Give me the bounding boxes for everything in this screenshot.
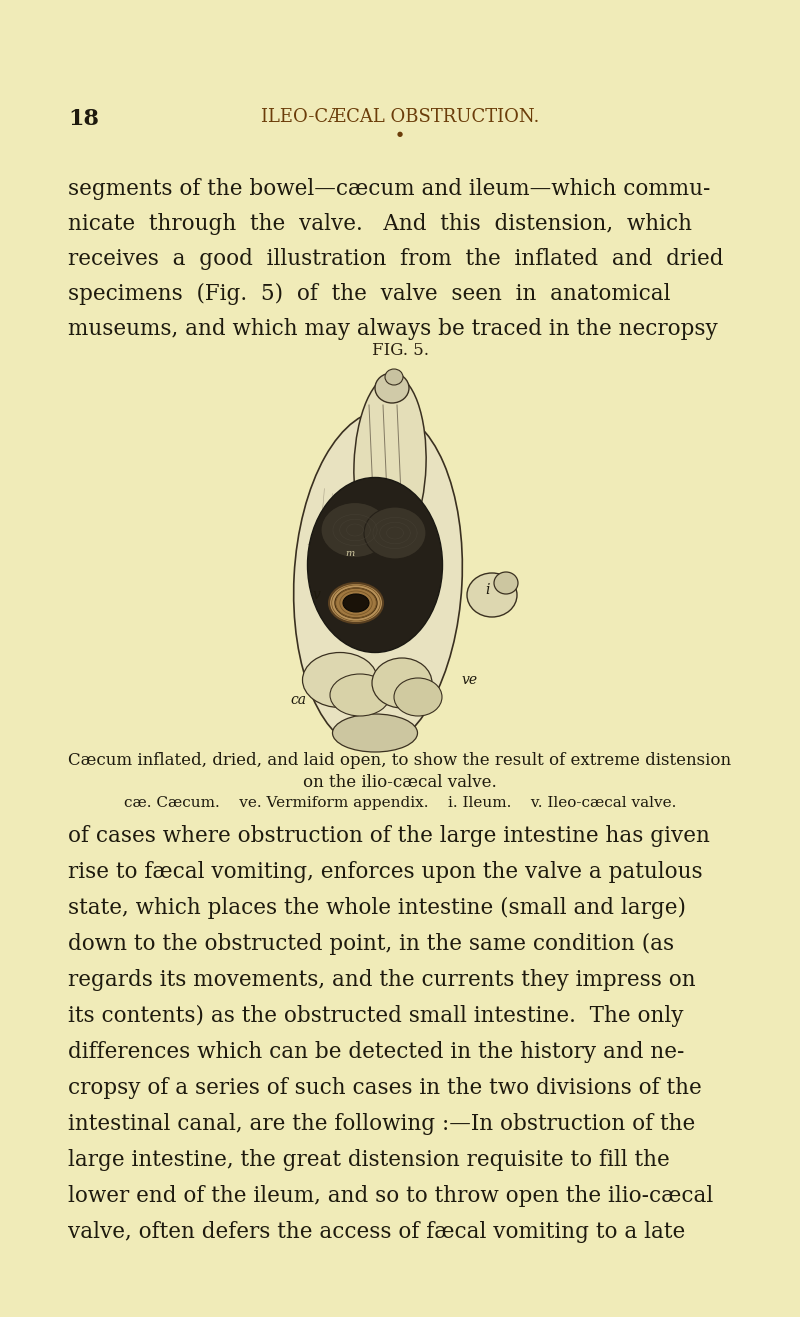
- Text: rise to fæcal vomiting, enforces upon the valve a patulous: rise to fæcal vomiting, enforces upon th…: [68, 861, 702, 882]
- Ellipse shape: [335, 587, 377, 618]
- Text: segments of the bowel—cæcum and ileum—which commu-: segments of the bowel—cæcum and ileum—wh…: [68, 178, 710, 200]
- Text: i: i: [486, 583, 490, 597]
- Text: v: v: [312, 587, 320, 602]
- Text: ca: ca: [290, 693, 306, 707]
- Text: large intestine, the great distension requisite to fill the: large intestine, the great distension re…: [68, 1148, 670, 1171]
- Ellipse shape: [329, 583, 383, 623]
- Ellipse shape: [302, 652, 378, 707]
- Text: on the ilio-cæcal valve.: on the ilio-cæcal valve.: [303, 774, 497, 792]
- Text: ve: ve: [462, 673, 478, 687]
- Text: of cases where obstruction of the large intestine has given: of cases where obstruction of the large …: [68, 824, 710, 847]
- Text: ILEO-CÆCAL OBSTRUCTION.: ILEO-CÆCAL OBSTRUCTION.: [261, 108, 539, 126]
- Text: 18: 18: [68, 108, 99, 130]
- Ellipse shape: [354, 375, 426, 554]
- Ellipse shape: [375, 373, 409, 403]
- Text: museums, and which may always be traced in the necropsy: museums, and which may always be traced …: [68, 317, 718, 340]
- Ellipse shape: [494, 572, 518, 594]
- Text: cæ. Cæcum.    ve. Vermiform appendix.    i. Ileum.    v. Ileo-cæcal valve.: cæ. Cæcum. ve. Vermiform appendix. i. Il…: [124, 795, 676, 810]
- Ellipse shape: [372, 658, 432, 709]
- Text: valve, often defers the access of fæcal vomiting to a late: valve, often defers the access of fæcal …: [68, 1221, 686, 1243]
- Ellipse shape: [394, 678, 442, 716]
- Text: m: m: [346, 548, 354, 557]
- Ellipse shape: [343, 594, 369, 612]
- Text: specimens  (Fig.  5)  of  the  valve  seen  in  anatomical: specimens (Fig. 5) of the valve seen in …: [68, 283, 670, 306]
- Ellipse shape: [307, 478, 442, 652]
- Ellipse shape: [467, 573, 517, 616]
- Ellipse shape: [321, 503, 389, 557]
- Text: regards its movements, and the currents they impress on: regards its movements, and the currents …: [68, 969, 696, 990]
- Ellipse shape: [333, 714, 418, 752]
- Text: cropsy of a series of such cases in the two divisions of the: cropsy of a series of such cases in the …: [68, 1077, 702, 1098]
- Text: intestinal canal, are the following :—In obstruction of the: intestinal canal, are the following :—In…: [68, 1113, 695, 1135]
- Text: receives  a  good  illustration  from  the  inflated  and  dried: receives a good illustration from the in…: [68, 248, 723, 270]
- Ellipse shape: [364, 507, 426, 558]
- Text: Cæcum inflated, dried, and laid open, to show the result of extreme distension: Cæcum inflated, dried, and laid open, to…: [69, 752, 731, 769]
- Text: lower end of the ileum, and so to throw open the ilio-cæcal: lower end of the ileum, and so to throw …: [68, 1185, 714, 1206]
- Ellipse shape: [385, 369, 403, 385]
- Text: differences which can be detected in the history and ne-: differences which can be detected in the…: [68, 1040, 684, 1063]
- Text: down to the obstructed point, in the same condition (as: down to the obstructed point, in the sam…: [68, 932, 674, 955]
- Text: its contents) as the obstructed small intestine.  The only: its contents) as the obstructed small in…: [68, 1005, 683, 1027]
- Text: state, which places the whole intestine (small and large): state, which places the whole intestine …: [68, 897, 686, 919]
- Ellipse shape: [294, 410, 462, 749]
- Text: nicate  through  the  valve.   And  this  distension,  which: nicate through the valve. And this diste…: [68, 213, 692, 234]
- Text: FIG. 5.: FIG. 5.: [371, 342, 429, 360]
- Ellipse shape: [330, 674, 390, 716]
- Text: ●: ●: [397, 130, 403, 138]
